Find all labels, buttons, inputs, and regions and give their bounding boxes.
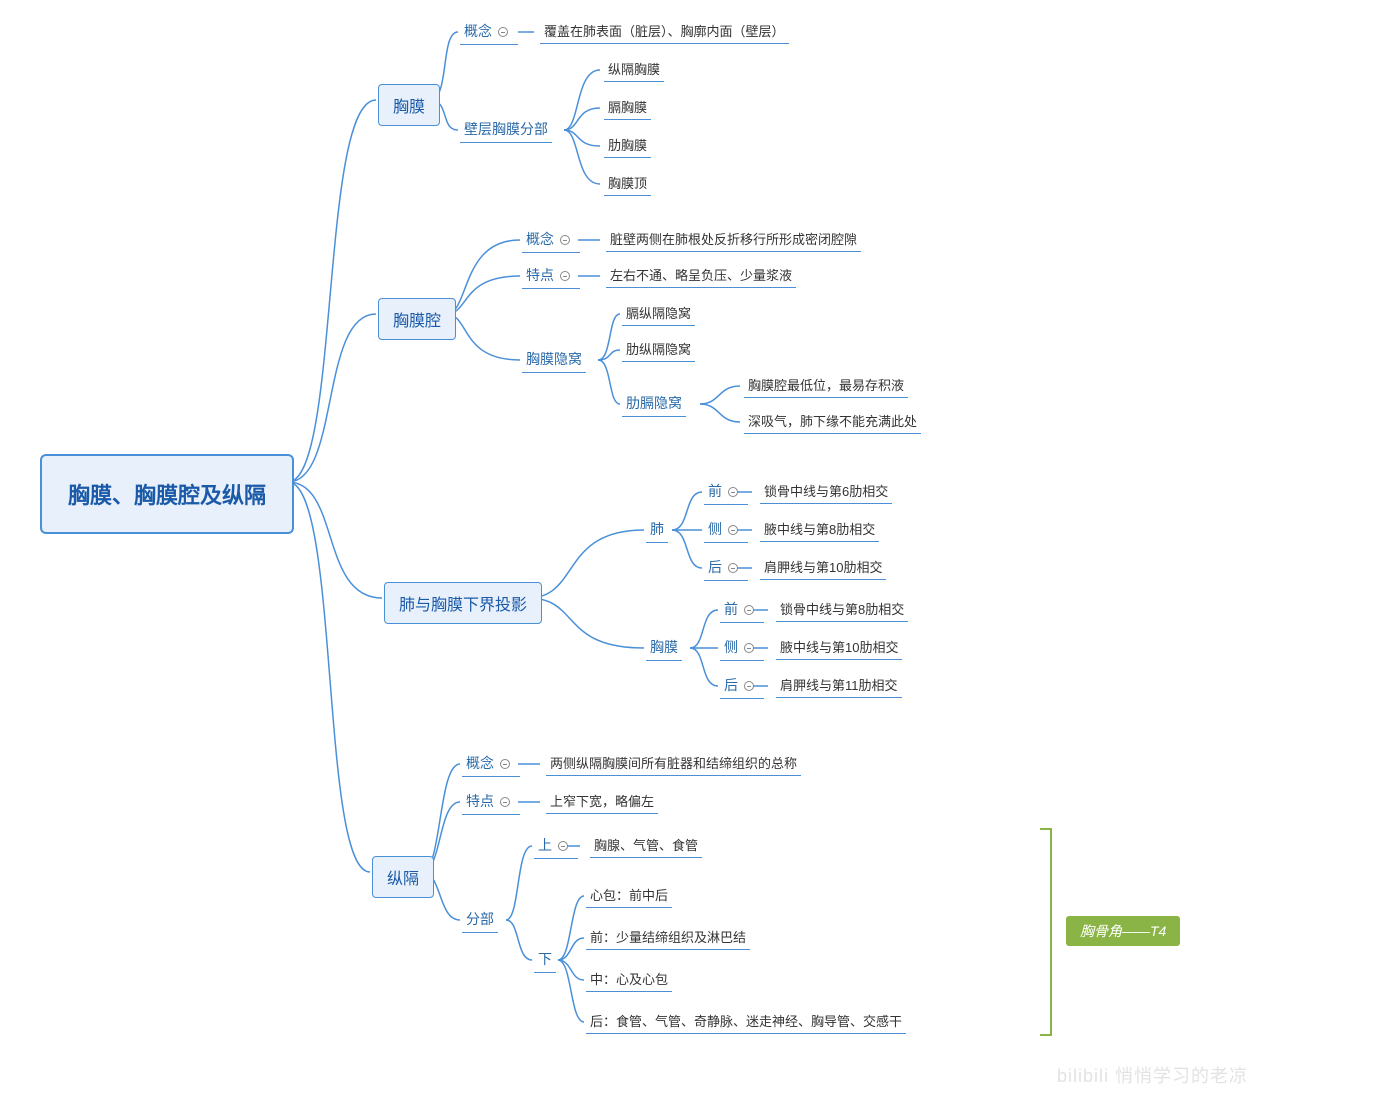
- b2-recess-i3-label[interactable]: 肋膈隐窝: [622, 390, 686, 417]
- b3-lung-back[interactable]: 后: [704, 554, 748, 581]
- b3-pleura-back[interactable]: 后: [720, 672, 764, 699]
- b3-lung[interactable]: 肺: [646, 516, 668, 543]
- collapse-icon[interactable]: [728, 487, 738, 497]
- b2-recess-label[interactable]: 胸膜隐窝: [522, 346, 586, 373]
- collapse-icon[interactable]: [500, 759, 510, 769]
- collapse-icon[interactable]: [560, 235, 570, 245]
- b4-feature-label[interactable]: 特点: [462, 788, 520, 815]
- b3-pleura-front[interactable]: 前: [720, 596, 764, 623]
- root-node[interactable]: 胸膜、胸膜腔及纵隔: [40, 454, 294, 534]
- b1-concept-label[interactable]: 概念: [460, 18, 518, 45]
- b4-concept-label[interactable]: 概念: [462, 750, 520, 777]
- b3-lung-front[interactable]: 前: [704, 478, 748, 505]
- annotation-sternal-angle: 胸骨角——T4: [1066, 916, 1180, 946]
- b2-concept-val: 脏壁两侧在肺根处反折移行所形成密闭腔隙: [606, 226, 861, 252]
- collapse-icon[interactable]: [728, 525, 738, 535]
- branch-pleura[interactable]: 胸膜: [378, 84, 440, 126]
- b4-lower-d2: 前：少量结缔组织及淋巴结: [586, 924, 750, 950]
- b1-wall-i3: 肋胸膜: [604, 132, 651, 158]
- b2-concept-label[interactable]: 概念: [522, 226, 580, 253]
- b3-pleura[interactable]: 胸膜: [646, 634, 682, 661]
- branch-cavity[interactable]: 胸膜腔: [378, 298, 456, 340]
- b2-recess-i1: 膈纵隔隐窝: [622, 300, 695, 326]
- b4-upper-val: 胸腺、气管、食管: [590, 832, 702, 858]
- b1-concept-val: 覆盖在肺表面（脏层）、胸廓内面（壁层）: [540, 18, 789, 44]
- collapse-icon[interactable]: [560, 271, 570, 281]
- b4-part-label[interactable]: 分部: [462, 906, 498, 933]
- branch-projection[interactable]: 肺与胸膜下界投影: [384, 582, 542, 624]
- annotation-bracket: [1040, 828, 1052, 1036]
- collapse-icon[interactable]: [498, 27, 508, 37]
- collapse-icon[interactable]: [500, 797, 510, 807]
- b3-pleura-back-val: 肩胛线与第11肋相交: [776, 672, 902, 698]
- b4-lower-d4: 后：食管、气管、奇静脉、迷走神经、胸导管、交感干: [586, 1008, 906, 1034]
- b2-recess-i2: 肋纵隔隐窝: [622, 336, 695, 362]
- b2-feature-val: 左右不通、略呈负压、少量浆液: [606, 262, 796, 288]
- b4-feature-val: 上窄下宽，略偏左: [546, 788, 658, 814]
- b3-lung-side-val: 腋中线与第8肋相交: [760, 516, 879, 542]
- b3-pleura-front-val: 锁骨中线与第8肋相交: [776, 596, 908, 622]
- collapse-icon[interactable]: [744, 605, 754, 615]
- b2-recess-i3-d2: 深吸气，肺下缘不能充满此处: [744, 408, 921, 434]
- b3-lung-front-val: 锁骨中线与第6肋相交: [760, 478, 892, 504]
- b4-lower-d1: 心包：前中后: [586, 882, 672, 908]
- b3-lung-back-val: 肩胛线与第10肋相交: [760, 554, 886, 580]
- collapse-icon[interactable]: [558, 841, 568, 851]
- b2-recess-i3-d1: 胸膜腔最低位，最易存积液: [744, 372, 908, 398]
- b1-wall-i1: 纵隔胸膜: [604, 56, 664, 82]
- b1-wall-i4: 胸膜顶: [604, 170, 651, 196]
- collapse-icon[interactable]: [728, 563, 738, 573]
- b1-wall-label[interactable]: 壁层胸膜分部: [460, 116, 552, 143]
- collapse-icon[interactable]: [744, 643, 754, 653]
- branch-mediastinum[interactable]: 纵隔: [372, 856, 434, 898]
- b3-lung-side[interactable]: 侧: [704, 516, 748, 543]
- b3-pleura-side-val: 腋中线与第10肋相交: [776, 634, 902, 660]
- b2-feature-label[interactable]: 特点: [522, 262, 580, 289]
- b3-pleura-side[interactable]: 侧: [720, 634, 764, 661]
- b4-lower-label[interactable]: 下: [534, 946, 556, 973]
- b4-upper-label[interactable]: 上: [534, 832, 578, 859]
- b1-wall-i2: 膈胸膜: [604, 94, 651, 120]
- watermark: bilibili 悄悄学习的老凉: [1057, 1062, 1248, 1088]
- collapse-icon[interactable]: [744, 681, 754, 691]
- b4-lower-d3: 中：心及心包: [586, 966, 672, 992]
- b4-concept-val: 两侧纵隔胸膜间所有脏器和结缔组织的总称: [546, 750, 801, 776]
